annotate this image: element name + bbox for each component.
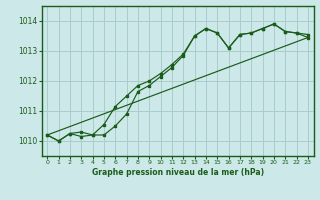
X-axis label: Graphe pression niveau de la mer (hPa): Graphe pression niveau de la mer (hPa) — [92, 168, 264, 177]
